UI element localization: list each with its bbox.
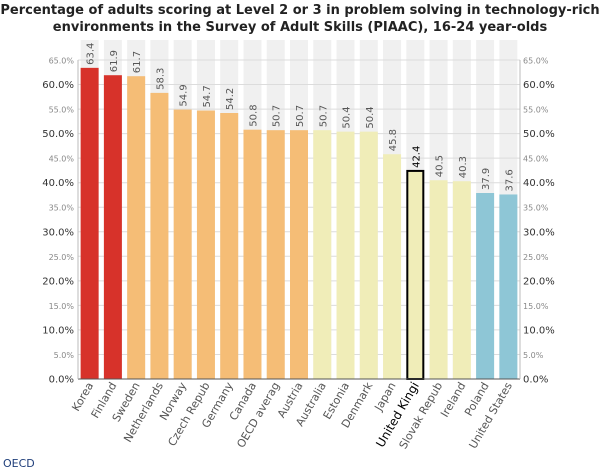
- y-tick-label-left: 65.0%: [49, 57, 75, 66]
- y-tick-label-right: 65.0%: [523, 57, 549, 66]
- y-tick-label-left: 10.0%: [42, 325, 74, 336]
- value-label: 37.6: [504, 169, 515, 191]
- bar-canada: [243, 129, 262, 379]
- y-tick-label-left: 0.0%: [49, 375, 74, 386]
- chart-title-line-1: Percentage of adults scoring at Level 2 …: [0, 3, 600, 18]
- y-tick-label-left: 35.0%: [49, 204, 75, 213]
- chart-title-line-2: environments in the Survey of Adult Skil…: [52, 20, 548, 35]
- value-label: 54.9: [179, 84, 190, 106]
- bar-korea: [80, 67, 99, 380]
- bar-australia: [313, 130, 332, 379]
- y-tick-label-right: 40.0%: [523, 178, 555, 189]
- value-label: 54.2: [225, 88, 236, 110]
- value-label: 42.4: [411, 146, 422, 168]
- value-label: 40.3: [458, 156, 469, 178]
- y-tick-label-left: 60.0%: [42, 80, 74, 91]
- y-axis-left: 0.0% 5.0% 10.0% 15.0% 20.0% 25.0% 30.0% 35.0% 40…: [42, 57, 74, 386]
- source-note: OECD: [3, 457, 35, 470]
- y-tick-label-left: 45.0%: [49, 155, 75, 164]
- y-tick-label-right: 15.0%: [523, 302, 549, 311]
- bar-norway: [173, 109, 192, 380]
- value-label: 50.7: [318, 105, 329, 127]
- value-labels: 63.4 61.9 61.7 58.3 54.9 54.7 54.2 50.8 50.7 50.7…: [86, 43, 516, 192]
- y-tick-label-right: 60.0%: [523, 80, 555, 91]
- bar-netherlands: [150, 92, 169, 380]
- bar-ireland: [452, 181, 471, 379]
- category-labels: KoreaFinlandSwedenNetherlandsNorwayCzech…: [69, 379, 515, 451]
- bar-united-kingi: [406, 169, 425, 380]
- y-tick-label-left: 40.0%: [42, 178, 74, 189]
- bar-sweden: [127, 76, 146, 380]
- value-label: 61.7: [132, 51, 143, 73]
- chart-title: Percentage of adults scoring at Level 2 …: [0, 2, 600, 36]
- bar-estonia: [336, 131, 355, 379]
- y-tick-label-left: 30.0%: [42, 227, 74, 238]
- y-tick-label-right: 20.0%: [523, 276, 555, 287]
- value-label: 50.7: [272, 105, 283, 127]
- y-tick-label-left: 55.0%: [49, 106, 75, 115]
- value-label: 50.8: [248, 104, 259, 126]
- y-tick-label-right: 0.0%: [523, 375, 548, 386]
- value-label: 40.5: [435, 155, 446, 177]
- bar-finland: [103, 75, 122, 380]
- bars: [80, 67, 518, 380]
- y-tick-label-right: 10.0%: [523, 325, 555, 336]
- axes: [77, 60, 521, 380]
- bar-poland: [476, 192, 495, 379]
- y-tick-label-right: 25.0%: [523, 253, 549, 262]
- bar-japan: [383, 154, 402, 379]
- value-label: 45.8: [388, 129, 399, 151]
- value-label: 54.7: [202, 85, 213, 107]
- y-tick-label-left: 50.0%: [42, 129, 74, 140]
- value-label: 50.7: [295, 105, 306, 127]
- bar-denmark: [359, 131, 378, 379]
- bar-austria: [290, 130, 308, 379]
- bar-slovak-repub: [429, 180, 448, 379]
- value-label: 37.9: [481, 168, 492, 190]
- bar-united-states: [499, 194, 518, 379]
- value-label: 61.9: [109, 50, 120, 72]
- bar-czech-repub: [196, 110, 215, 380]
- y-tick-label-right: 55.0%: [523, 106, 549, 115]
- y-tick-label-left: 25.0%: [49, 253, 75, 262]
- value-label: 63.4: [86, 43, 97, 65]
- y-tick-label-right: 35.0%: [523, 204, 549, 213]
- y-tick-label-left: 15.0%: [49, 302, 75, 311]
- y-tick-label-left: 5.0%: [54, 351, 75, 360]
- y-tick-label-right: 5.0%: [523, 351, 544, 360]
- y-tick-label-left: 20.0%: [42, 276, 74, 287]
- y-tick-label-right: 50.0%: [523, 129, 555, 140]
- y-tick-label-right: 30.0%: [523, 227, 555, 238]
- bar-oecd-averag: [266, 130, 285, 379]
- value-label: 50.4: [342, 106, 353, 128]
- value-label: 58.3: [155, 68, 166, 90]
- y-axis-right: 0.0% 5.0% 10.0% 15.0% 20.0% 25.0% 30.0% 35.0% 40…: [523, 57, 555, 386]
- y-tick-label-right: 45.0%: [523, 155, 549, 164]
- bar-germany: [220, 113, 239, 379]
- value-label: 50.4: [365, 106, 376, 128]
